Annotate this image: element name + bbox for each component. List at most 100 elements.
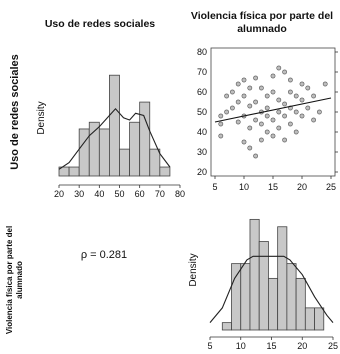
scatter-point: [264, 93, 270, 99]
hist-bar: [149, 148, 161, 177]
y-tick-label: 70: [197, 67, 207, 77]
histogram-violencia: 5 10 15 20 25: [207, 218, 338, 351]
y-tick-label: 20: [197, 167, 207, 177]
col-title-2-line2: alumnado: [237, 23, 287, 35]
row-label-1: Uso de redes sociales: [9, 54, 21, 170]
scatter-point: [282, 113, 287, 119]
x-tick-label: 25: [326, 182, 336, 192]
scatter-point: [241, 93, 247, 99]
scatter-point: [270, 117, 276, 123]
scatter-point: [299, 81, 305, 87]
hist-bar: [268, 277, 279, 331]
scatter-point: [311, 93, 316, 99]
scatter-point: [229, 89, 235, 95]
hist-bar: [119, 148, 130, 177]
hist-bar: [78, 128, 90, 177]
x-tick-label: 20: [297, 341, 307, 351]
hist-bar: [249, 218, 260, 331]
scatter-point: [253, 117, 258, 123]
scatter-point: [218, 133, 224, 139]
scatter-point: [276, 65, 282, 71]
scatter-point: [253, 99, 258, 105]
density-curve: [58, 107, 171, 170]
scatter-point: [270, 89, 276, 95]
hist2-ylabel: Density: [188, 253, 199, 286]
scatter-point: [235, 119, 241, 125]
scatter-point: [258, 137, 264, 143]
scatter-point: [276, 125, 282, 131]
x-tick-label: 50: [114, 189, 124, 199]
x-tick-label: 5: [212, 182, 217, 192]
hist-bar: [295, 277, 306, 331]
y-tick-label: 30: [197, 147, 207, 157]
y-tick-label: 40: [197, 127, 207, 137]
scatter-point: [270, 133, 276, 139]
hist1-ylabel: Density: [36, 101, 47, 134]
x-tick-label: 10: [239, 182, 249, 192]
x-tick-label: 10: [236, 341, 246, 351]
hist-bar: [109, 74, 120, 177]
hist-bar: [68, 166, 80, 177]
x-tick-label: 20: [54, 189, 64, 199]
hist-bar: [240, 263, 251, 331]
hist-bar: [304, 307, 315, 331]
row-label-2-line1: Violencia física por parte del: [5, 226, 14, 334]
scatterplot: 20 30 40 50 60 70 80 5 10 15 20 25: [197, 47, 338, 192]
hist-bar: [139, 101, 151, 177]
scatter-point: [241, 139, 247, 145]
x-tick-label: 15: [266, 341, 276, 351]
scatter-point: [282, 69, 287, 75]
y-tick-label: 50: [197, 107, 207, 117]
col-title-2-line1: Violencia física por parte del: [191, 10, 333, 22]
scatter-point: [224, 93, 229, 99]
scatter-point: [247, 145, 253, 151]
y-tick-label: 80: [197, 47, 207, 57]
scatter-point: [264, 129, 270, 135]
scatter-point: [253, 75, 258, 81]
scatter-point: [218, 121, 224, 127]
scatter-point: [253, 153, 258, 159]
x-tick-label: 60: [135, 189, 145, 199]
scatter-point: [282, 101, 287, 107]
hist-bar: [314, 307, 325, 331]
scatter-point: [264, 105, 270, 111]
x-tick-label: 15: [268, 182, 278, 192]
density-curve: [209, 255, 334, 323]
scatter-point: [305, 85, 311, 91]
hist-bar: [231, 263, 242, 331]
hist-bar: [286, 263, 297, 331]
scatter-point: [247, 125, 253, 131]
scatter-point: [224, 109, 229, 115]
scatter-point: [282, 137, 287, 143]
correlation-value: ρ = 0.281: [81, 249, 127, 261]
scatter-point: [229, 105, 235, 111]
x-tick-label: 5: [207, 341, 212, 351]
scatter-point: [235, 99, 241, 105]
scatter-point: [258, 85, 264, 91]
scatter-point: [287, 77, 293, 83]
scatter-point: [299, 113, 305, 119]
x-tick-label: 40: [94, 189, 104, 199]
histogram-uso-redes: 20 30 40 50 60 70 80: [54, 74, 185, 199]
scatter-point: [247, 103, 253, 109]
hist-bar: [129, 121, 141, 177]
scatter-point: [287, 89, 293, 95]
hist-bar: [277, 226, 288, 331]
col-title-1: Uso de redes sociales: [45, 18, 155, 30]
scatter-point: [293, 129, 299, 135]
scatter-frame: [210, 47, 336, 177]
x-tick-label: 30: [74, 189, 84, 199]
regression-line: [214, 97, 332, 123]
scatter-point: [293, 109, 299, 115]
y-tick-label: 60: [197, 87, 207, 97]
scatter-point: [235, 81, 241, 87]
scatter-point: [241, 77, 247, 83]
scatter-point: [276, 109, 282, 115]
scatter-point: [218, 113, 224, 119]
scatter-point: [305, 105, 311, 111]
scatter-point: [299, 97, 305, 103]
x-tick-label: 25: [328, 341, 338, 351]
x-tick-label: 80: [175, 189, 185, 199]
hist-bar: [88, 121, 100, 177]
